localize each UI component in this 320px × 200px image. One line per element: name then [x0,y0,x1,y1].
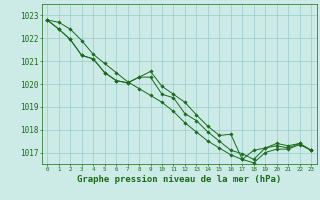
X-axis label: Graphe pression niveau de la mer (hPa): Graphe pression niveau de la mer (hPa) [77,175,281,184]
